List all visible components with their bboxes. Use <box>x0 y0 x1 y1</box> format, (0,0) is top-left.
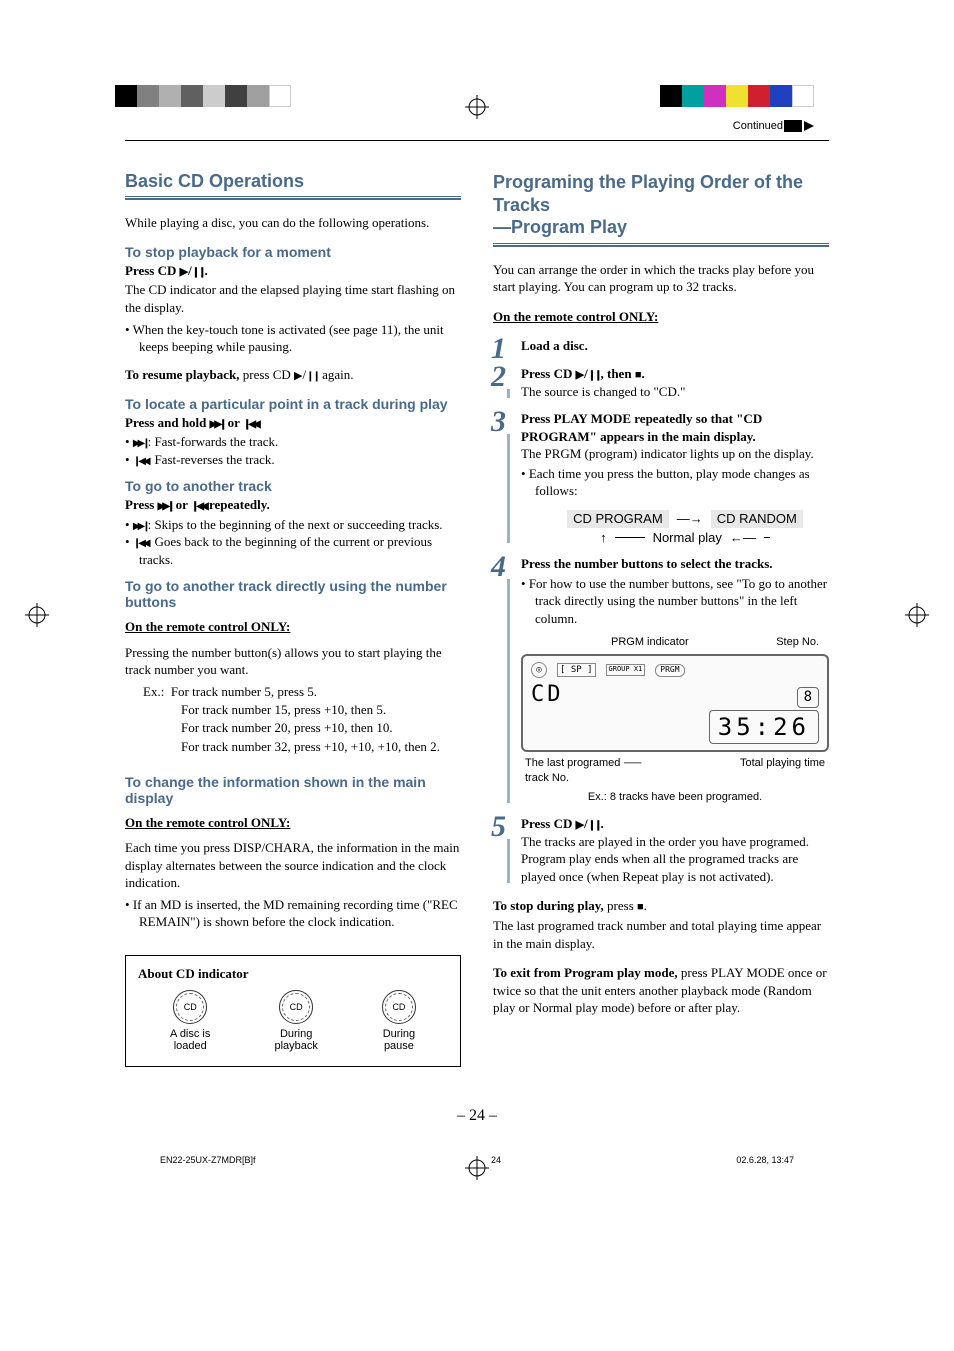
resume-line: To resume playback, press CD / again. <box>125 366 461 384</box>
cd-disc-icon: CD <box>382 990 416 1024</box>
step-number-3: 3 <box>491 402 506 443</box>
play-mode-diagram: CD PROGRAM ―→ CD RANDOM ↑ Normal play ←― <box>541 510 829 545</box>
step-number-4: 4 <box>491 547 506 588</box>
page-number: – 24 – <box>60 1107 894 1125</box>
left-column: Basic CD Operations While playing a disc… <box>125 171 461 1067</box>
next-icon <box>133 517 148 532</box>
stop-during-body: The last programed track number and tota… <box>493 917 829 952</box>
right-title-underline <box>493 243 829 247</box>
footer-right: 02.6.28, 13:47 <box>736 1155 794 1165</box>
cd-disc-icon: CD <box>173 990 207 1024</box>
left-title: Basic CD Operations <box>125 171 461 192</box>
cd-indicator-box: About CD indicator CD A disc is loaded C… <box>125 955 461 1067</box>
play-icon <box>294 367 302 382</box>
remote-only-1: On the remote control ONLY: <box>125 618 461 636</box>
goto-bullets: : Skips to the beginning of the next or … <box>125 516 461 569</box>
step-list: 1 Load a disc. 2 Press CD /, then . The … <box>493 337 829 885</box>
cd-icon-pause: CD During pause <box>382 990 416 1052</box>
stop-during-line: To stop during play, press . <box>493 897 829 915</box>
direct-body: Pressing the number button(s) allows you… <box>125 644 461 679</box>
prev-icon <box>243 415 258 430</box>
registration-mark-left <box>25 603 49 632</box>
direct-heading: To go to another track directly using th… <box>125 578 461 610</box>
step-number-2: 2 <box>491 357 506 398</box>
step-1: 1 Load a disc. <box>493 337 829 355</box>
stop-bullets: When the key-touch tone is activated (se… <box>125 321 461 356</box>
play-icon <box>180 263 188 278</box>
next-icon <box>133 434 148 449</box>
exit-line: To exit from Program play mode, press PL… <box>493 964 829 1017</box>
locate-press: Press and hold or . <box>125 414 461 432</box>
colorbar-right <box>660 85 814 107</box>
remote-only-2: On the remote control ONLY: <box>125 814 461 832</box>
next-icon <box>158 497 173 512</box>
lcd-source: CD <box>531 680 564 710</box>
next-icon <box>210 415 225 430</box>
play-icon <box>576 816 584 831</box>
cd-icon-loaded: CD A disc is loaded <box>170 990 210 1052</box>
colorbar-left <box>115 85 291 107</box>
stop-body: The CD indicator and the elapsed playing… <box>125 281 461 316</box>
left-intro: While playing a disc, you can do the fol… <box>125 214 461 232</box>
step-2: 2 Press CD /, then . The source is chang… <box>493 365 829 400</box>
locate-bullets: : Fast-forwards the track. : Fast-revers… <box>125 433 461 468</box>
lcd-screen: ◎ [ SP ] GROUP X1 PRGM CD 8 <box>521 654 829 752</box>
right-intro: You can arrange the order in which the t… <box>493 261 829 296</box>
step-4: 4 Press the number buttons to select the… <box>493 555 829 805</box>
lcd-display-figure: PRGM indicator Step No. ◎ [ SP ] GROUP X… <box>521 635 829 804</box>
print-marks-top <box>60 40 894 130</box>
prev-icon <box>133 534 148 549</box>
page: Continued Basic CD Operations While play… <box>0 0 954 1205</box>
change-body: Each time you press DISP/CHARA, the info… <box>125 839 461 892</box>
step-number-5: 5 <box>491 807 506 848</box>
pause-icon <box>306 367 319 382</box>
locate-b1: : Fast-forwards the track. <box>125 433 461 451</box>
lcd-example-caption: Ex.: 8 tracks have been programed. <box>521 790 829 805</box>
change-bullets: If an MD is inserted, the MD remaining r… <box>125 896 461 931</box>
step-5: 5 Press CD /. The tracks are played in t… <box>493 815 829 885</box>
footer-left: EN22-25UX-Z7MDR[B]f <box>160 1155 256 1165</box>
stop-icon <box>637 898 644 913</box>
pause-icon <box>588 366 601 381</box>
right-title: Programing the Playing Order of the Trac… <box>493 171 829 239</box>
stop-bullet-1: When the key-touch tone is activated (se… <box>125 321 461 356</box>
pause-icon <box>192 263 205 278</box>
pause-icon <box>588 816 601 831</box>
box-title: About CD indicator <box>138 966 448 982</box>
left-title-underline <box>125 196 461 200</box>
registration-mark-top <box>465 95 489 124</box>
remote-only-3: On the remote control ONLY: <box>493 308 829 326</box>
lcd-step-no: 8 <box>797 687 819 708</box>
example-block: Ex.: For track number 5, press 5. For tr… <box>125 683 461 756</box>
goto-b2: : Goes back to the beginning of the curr… <box>125 533 461 568</box>
prev-icon <box>191 497 206 512</box>
play-icon <box>576 366 584 381</box>
locate-b2: : Fast-reverses the track. <box>125 451 461 469</box>
change-heading: To change the information shown in the m… <box>125 774 461 806</box>
content-columns: Basic CD Operations While playing a disc… <box>60 171 894 1067</box>
prev-icon <box>133 452 148 467</box>
lcd-time: 35:26 <box>709 710 819 744</box>
stop-heading: To stop playback for a moment <box>125 244 461 260</box>
registration-mark-right <box>905 603 929 632</box>
cd-icon-playback: CD During playback <box>274 990 317 1052</box>
goto-b1: : Skips to the beginning of the next or … <box>125 516 461 534</box>
step-3: 3 Press PLAY MODE repeatedly so that "CD… <box>493 410 829 545</box>
cd-disc-icon: CD <box>279 990 313 1024</box>
header-rule <box>125 140 829 141</box>
footer-center: 24 <box>491 1155 501 1165</box>
goto-heading: To go to another track <box>125 478 461 494</box>
change-bullet: If an MD is inserted, the MD remaining r… <box>125 896 461 931</box>
locate-heading: To locate a particular point in a track … <box>125 396 461 412</box>
stop-press: Press CD /. <box>125 262 461 280</box>
registration-mark-bottom <box>465 1156 489 1185</box>
right-column: Programing the Playing Order of the Trac… <box>493 171 829 1067</box>
goto-press: Press or repeatedly. <box>125 496 461 514</box>
cd-icon-row: CD A disc is loaded CD During playback C… <box>138 990 448 1052</box>
